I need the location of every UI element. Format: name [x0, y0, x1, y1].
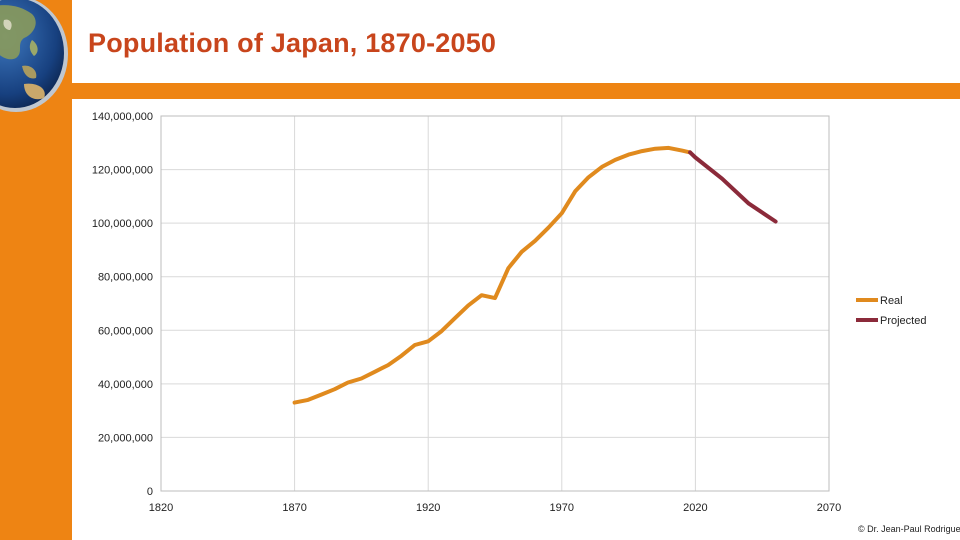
legend-label-projected: Projected	[880, 315, 926, 327]
globe-icon	[0, 0, 68, 112]
x-tick-label: 1970	[550, 502, 574, 514]
x-tick-label: 1820	[149, 502, 173, 514]
y-tick-label: 0	[147, 486, 153, 498]
slide-title: Population of Japan, 1870-2050	[88, 28, 497, 58]
copyright-credit: © Dr. Jean-Paul Rodrigue	[858, 524, 960, 534]
legend: Real Projected	[856, 295, 926, 327]
series-lines	[292, 145, 778, 405]
y-tick-label: 20,000,000	[98, 432, 153, 444]
x-tick-label: 2070	[817, 502, 841, 514]
y-tick-label: 140,000,000	[92, 111, 153, 123]
x-tick-label: 1920	[416, 502, 440, 514]
x-tick-label: 1870	[282, 502, 306, 514]
legend-label-real: Real	[880, 295, 903, 307]
series-line-real	[292, 145, 693, 405]
y-tick-label: 80,000,000	[98, 272, 153, 284]
y-tick-label: 120,000,000	[92, 165, 153, 177]
grid-lines	[160, 115, 830, 492]
y-tick-label: 40,000,000	[98, 379, 153, 391]
population-line-chart: 0 20,000,000 40,000,000 60,000,000 80,000,00…	[92, 111, 927, 514]
series-line-projected	[688, 150, 778, 224]
y-axis-ticks: 0 20,000,000 40,000,000 60,000,000 80,000,00…	[92, 111, 153, 498]
x-tick-label: 2020	[683, 502, 707, 514]
x-axis-ticks: 1820 1870 1920 1970 2020 2070	[149, 502, 841, 514]
plot-frame	[160, 115, 830, 492]
title-underline-bar	[72, 83, 960, 99]
y-tick-label: 60,000,000	[98, 325, 153, 337]
y-tick-label: 100,000,000	[92, 218, 153, 230]
